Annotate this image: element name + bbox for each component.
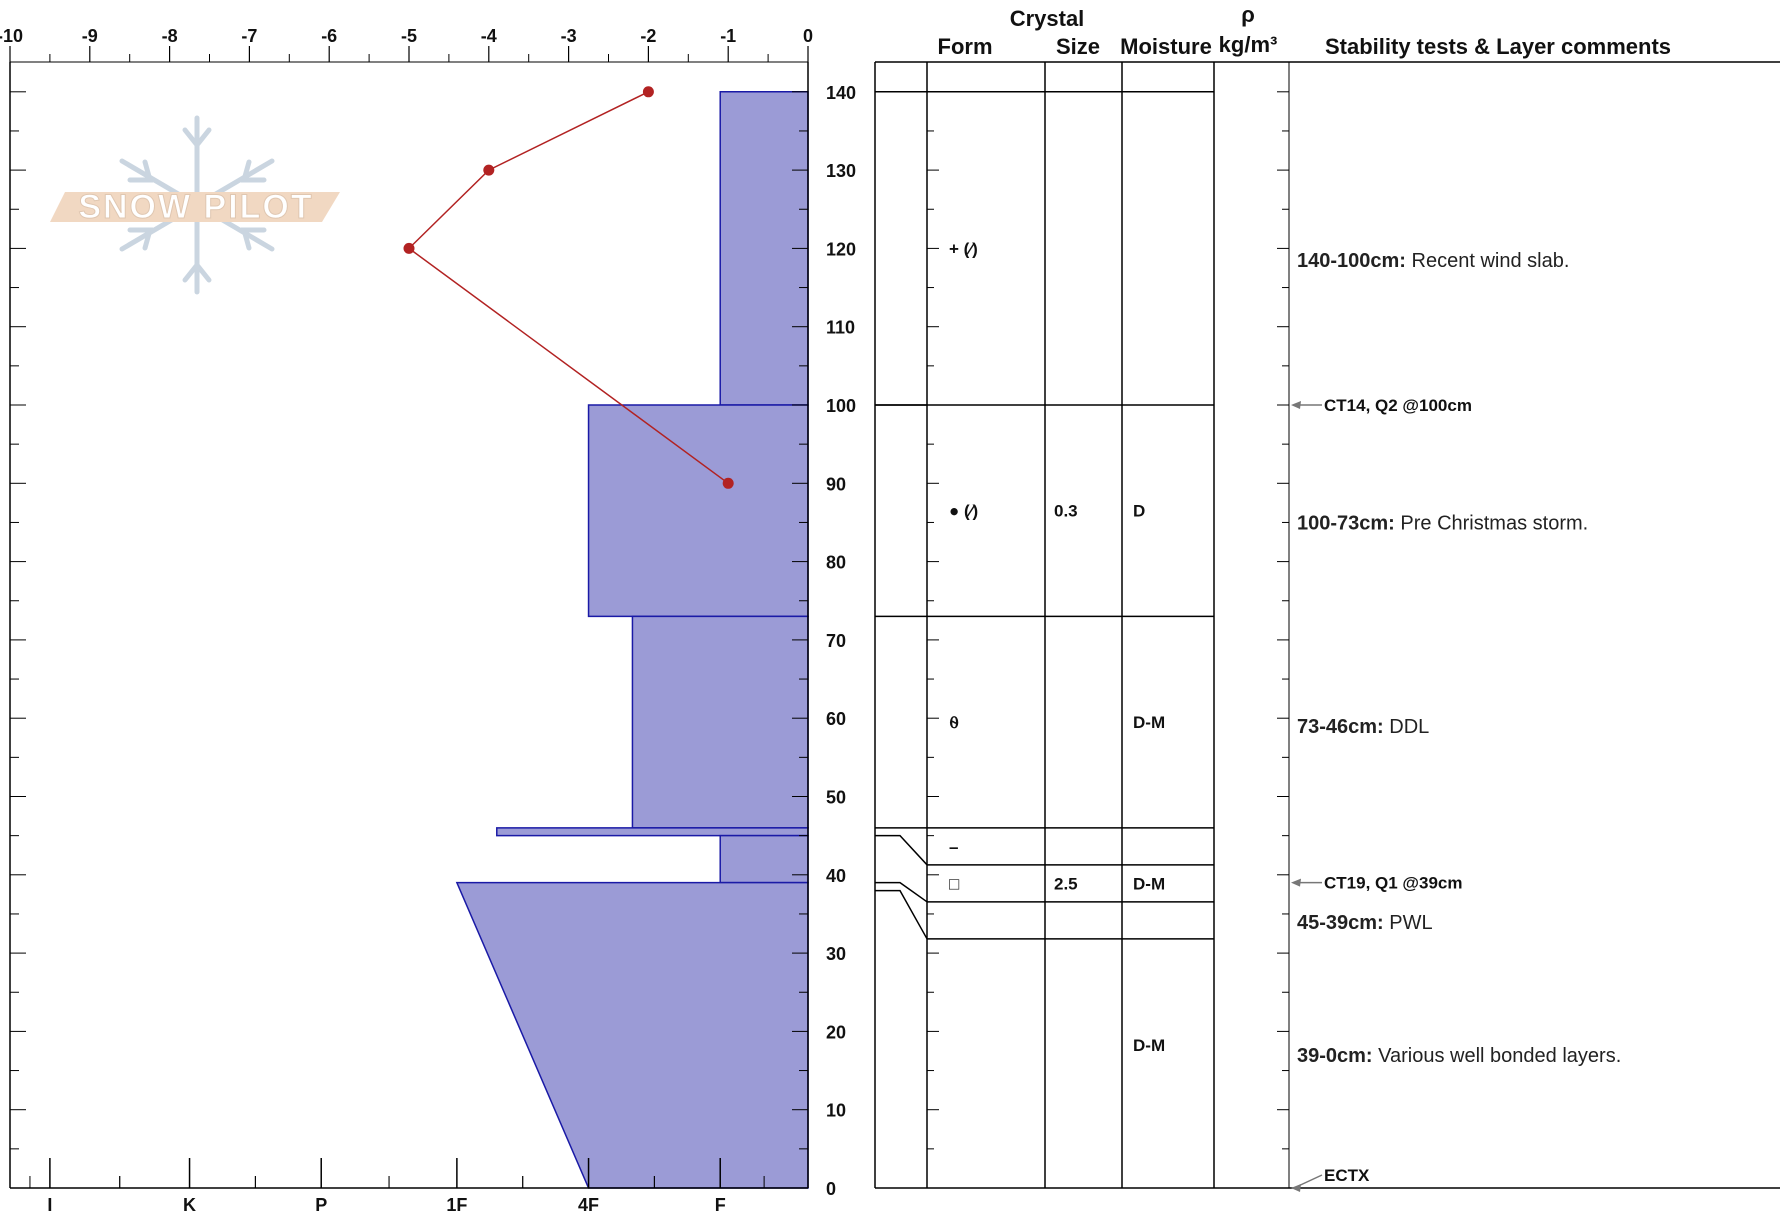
moisture-value: D-M [1133,713,1165,732]
hardness-tick-label: F [715,1195,726,1215]
depth-tick-label: 70 [826,631,846,651]
header-size: Size [1056,34,1100,59]
snowpilot-watermark: SNOW PILOT [50,115,340,295]
moisture-value: D-M [1133,1036,1165,1055]
hardness-layer [496,827,809,837]
hardness-layer [719,834,809,884]
layer-comment: 100-73cm: Pre Christmas storm. [1297,512,1588,534]
depth-tick-label: 130 [826,161,856,181]
hardness-tick-label: K [183,1195,196,1215]
temp-tick-label: -3 [561,26,577,46]
hardness-layer [631,615,809,829]
depth-tick-label: 80 [826,553,846,573]
temp-tick-label: -1 [720,26,736,46]
header-form: Form [938,34,993,59]
stability-test: CT19, Q1 @39cm [1324,874,1462,893]
stability-arrowhead [1291,878,1301,887]
depth-tick-label: 100 [826,396,856,416]
depth-tick-label: 10 [826,1101,846,1121]
temp-tick-label: -5 [401,26,417,46]
crystal-form: ⍬ [949,713,959,732]
temp-tick-label: -10 [0,26,23,46]
layer-comment: 73-46cm: DDL [1297,716,1429,738]
depth-connector [875,889,928,940]
temp-tick-label: 0 [803,26,813,46]
stability-test: ECTX [1324,1166,1370,1185]
layer-comment-depth: 73-46cm: [1297,716,1384,738]
hardness-tick-label: 1F [446,1195,467,1215]
depth-tick-label: 60 [826,709,846,729]
crystal-form: □ [949,874,959,893]
crystal-form: + (⁄) [949,239,978,258]
depth-tick-label: 40 [826,866,846,886]
layer-comment-text: DDL [1384,716,1430,738]
hardness-tick-label: I [47,1195,52,1215]
layer-comment-depth: 100-73cm: [1297,512,1395,534]
layer-comment: 45-39cm: PWL [1297,912,1433,934]
crystal-form: ● (⁄) [949,502,978,521]
temperature-point [642,86,654,98]
temperature-point [403,242,415,254]
layer-comment-text: Recent wind slab. [1406,250,1569,272]
temp-tick-label: -6 [321,26,337,46]
depth-connector [875,881,928,903]
hardness-tick-label: P [315,1195,327,1215]
stability-arrowhead [1291,1184,1301,1192]
depth-tick-label: 90 [826,474,846,494]
hardness-tick-label: 4F [578,1195,599,1215]
crystal-form: – [949,837,958,856]
hardness-layer [587,404,809,618]
temp-tick-label: -9 [82,26,98,46]
temp-tick-label: -4 [481,26,497,46]
header-density-unit: kg/m³ [1219,32,1278,57]
layer-comment-text: Pre Christmas storm. [1395,512,1588,534]
header-comments: Stability tests & Layer comments [1325,34,1671,59]
depth-connector [875,834,928,866]
depth-tick-label: 110 [826,318,855,338]
watermark-banner [50,192,340,222]
header-rho: ρ [1241,2,1255,27]
depth-tick-label: 50 [826,788,846,808]
depth-tick-label: 120 [826,239,856,259]
moisture-value: D [1133,502,1145,521]
header-moisture: Moisture [1120,34,1212,59]
depth-tick-label: 0 [826,1179,836,1199]
watermark-text: SNOW PILOT [78,188,313,226]
hardness-layer [455,881,809,1189]
crystal-size: 2.5 [1054,874,1078,893]
temp-tick-label: -7 [241,26,257,46]
temp-tick-label: -8 [162,26,178,46]
layer-comment-depth: 45-39cm: [1297,912,1384,934]
temperature-line [407,91,729,484]
temp-tick-label: -2 [640,26,656,46]
depth-tick-label: 30 [826,944,846,964]
header-crystal: Crystal [1010,6,1085,31]
layer-comment-text: Various well bonded layers. [1373,1045,1622,1067]
moisture-value: D-M [1133,874,1165,893]
layer-comment: 39-0cm: Various well bonded layers. [1297,1045,1621,1067]
layer-comment-depth: 39-0cm: [1297,1045,1373,1067]
temperature-point [722,477,734,489]
temperature-point [483,164,495,176]
stability-test: CT14, Q2 @100cm [1324,396,1472,415]
layer-comment: 140-100cm: Recent wind slab. [1297,250,1569,272]
depth-tick-label: 20 [826,1022,846,1042]
stability-arrowhead [1291,401,1301,409]
depth-tick-label: 140 [826,83,856,103]
layer-comment-depth: 140-100cm: [1297,250,1406,272]
crystal-size: 0.3 [1054,502,1078,521]
layer-comment-text: PWL [1384,912,1433,934]
